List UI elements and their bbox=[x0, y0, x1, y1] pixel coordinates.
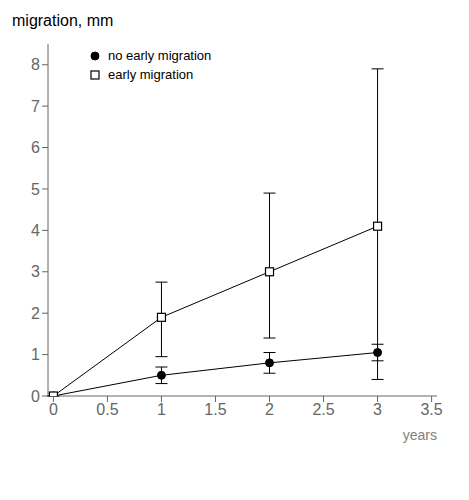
svg-text:3: 3 bbox=[31, 263, 40, 280]
svg-text:1: 1 bbox=[157, 401, 166, 418]
svg-text:6: 6 bbox=[31, 139, 40, 156]
svg-text:3.5: 3.5 bbox=[420, 401, 442, 418]
html-text:no early migration: no early migration bbox=[108, 48, 212, 63]
html-text:early migration: early migration bbox=[108, 67, 194, 82]
svg-text:8: 8 bbox=[31, 56, 40, 73]
svg-text:3: 3 bbox=[373, 401, 382, 418]
svg-text:2: 2 bbox=[265, 401, 274, 418]
svg-text:0: 0 bbox=[49, 401, 58, 418]
svg-text:7: 7 bbox=[31, 98, 40, 115]
html-text:migration, mm: migration, mm bbox=[12, 12, 114, 29]
svg-text:2.5: 2.5 bbox=[312, 401, 334, 418]
svg-text:0.5: 0.5 bbox=[96, 401, 118, 418]
svg-text:5: 5 bbox=[31, 181, 40, 198]
svg-text:1: 1 bbox=[31, 346, 40, 363]
svg-text:1.5: 1.5 bbox=[204, 401, 226, 418]
svg-text:2: 2 bbox=[31, 305, 40, 322]
svg-text:4: 4 bbox=[31, 222, 40, 239]
svg-text:0: 0 bbox=[31, 388, 40, 405]
svg-text:years: years bbox=[403, 427, 437, 443]
